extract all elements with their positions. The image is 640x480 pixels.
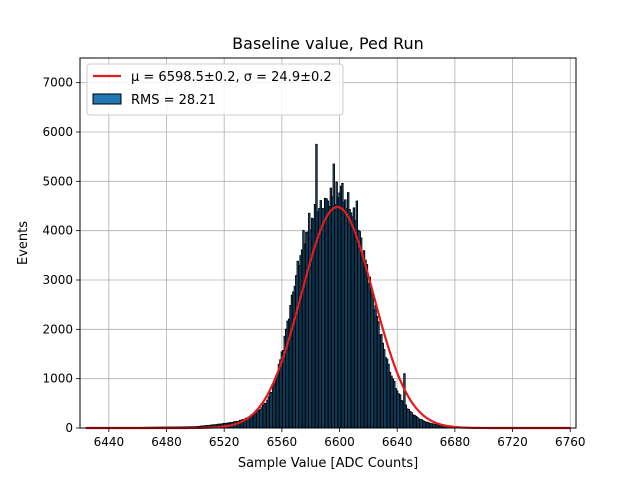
y-tick-label: 4000 [42, 224, 73, 238]
y-tick-label: 6000 [42, 125, 73, 139]
x-tick-label: 6560 [267, 435, 298, 449]
x-tick-label: 6680 [440, 435, 471, 449]
chart-title: Baseline value, Ped Run [232, 34, 424, 53]
x-tick-label: 6440 [94, 435, 125, 449]
histogram-bars [107, 143, 514, 429]
y-tick-label: 3000 [42, 273, 73, 287]
x-tick-label: 6760 [555, 435, 586, 449]
plot-frame [79, 57, 577, 429]
legend-hist-swatch [92, 93, 122, 105]
legend-box [86, 63, 344, 116]
x-tick-label: 6720 [497, 435, 528, 449]
x-tick-label: 6520 [209, 435, 240, 449]
y-tick-label: 2000 [42, 322, 73, 336]
y-tick-label: 7000 [42, 76, 73, 90]
x-tick-label: 6480 [151, 435, 182, 449]
legend: μ = 6598.5±0.2, σ = 24.9±0.2 RMS = 28.21 [86, 63, 344, 116]
x-axis-label: Sample Value [ADC Counts] [238, 456, 418, 471]
x-tick-label: 6600 [324, 435, 355, 449]
axis-ticks: 6440 6480 6520 6560 6600 6640 6680 6720 6760 0 100… [42, 76, 585, 449]
x-tick-label: 6640 [382, 435, 413, 449]
y-tick-label: 5000 [42, 174, 73, 188]
y-axis-label: Events [16, 221, 31, 265]
legend-hist-label: RMS = 28.21 [131, 93, 216, 108]
legend-fit-label: μ = 6598.5±0.2, σ = 24.9±0.2 [131, 70, 332, 85]
y-tick-label: 1000 [42, 372, 73, 386]
y-tick-label: 0 [65, 421, 73, 435]
